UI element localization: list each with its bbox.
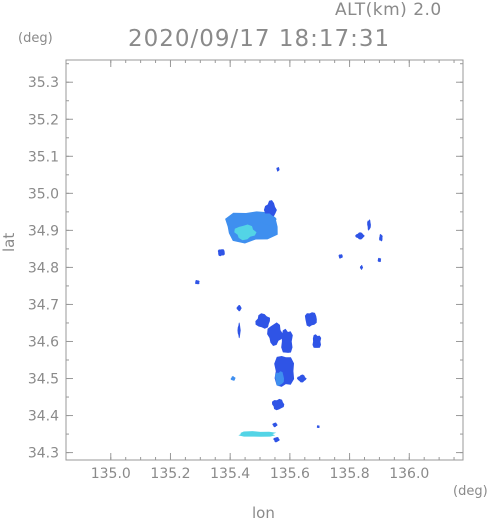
x-tick-label: 135.4 xyxy=(210,466,250,482)
y-tick-label: 35.3 xyxy=(28,75,59,91)
echo-cell-weak xyxy=(255,313,270,329)
echo-cell-weak xyxy=(273,437,280,443)
y-tick-label: 35.0 xyxy=(28,186,59,202)
y-tick-label: 34.8 xyxy=(28,260,59,276)
echo-cell-weak xyxy=(272,422,278,428)
y-tick-label: 35.1 xyxy=(28,149,59,165)
echo-cell-moderate xyxy=(230,376,236,381)
y-tick-label: 34.4 xyxy=(28,409,59,425)
echo-cell-weak xyxy=(267,322,284,346)
x-tick-label: 135.8 xyxy=(330,466,370,482)
plot-frame xyxy=(65,59,464,461)
echo-cell-strong xyxy=(238,431,277,437)
echo-cell-weak xyxy=(316,425,320,428)
x-tick-label: 136.0 xyxy=(389,466,429,482)
echo-cell-weak xyxy=(217,249,225,257)
echo-cell-weak xyxy=(367,219,371,231)
x-axis-label: lon xyxy=(252,504,275,522)
echo-cell-weak xyxy=(377,257,382,263)
axis-layer: 135.0 135.2 135.4 135.6 135.8 136.0 34.3 34.4 34… xyxy=(28,59,464,482)
y-tick-label: 34.6 xyxy=(28,334,59,350)
altitude-label: ALT(km) 2.0 xyxy=(335,0,442,20)
echo-cell-weak xyxy=(236,305,242,312)
y-tick-label: 34.3 xyxy=(28,446,59,462)
echo-cell-moderate xyxy=(257,213,277,226)
x-tick-label: 135.6 xyxy=(270,466,310,482)
echo-cell-weak xyxy=(304,312,317,327)
y-tick-label: 34.7 xyxy=(28,297,59,313)
x-axis-unit: (deg) xyxy=(453,484,488,499)
echo-layer xyxy=(195,167,383,443)
echo-cell-weak xyxy=(312,334,322,348)
y-tick-label: 34.9 xyxy=(28,223,59,239)
echo-cell-weak xyxy=(276,167,280,172)
echo-cell-weak xyxy=(355,232,365,240)
echo-cell-weak xyxy=(338,254,343,259)
echo-cell-weak xyxy=(296,374,307,383)
echo-cell-weak xyxy=(379,233,383,242)
y-tick-label: 35.2 xyxy=(28,112,59,128)
echo-cell-weak xyxy=(272,398,285,411)
echo-cell-weak xyxy=(195,280,200,285)
observation-datetime: 2020/09/17 18:17:31 xyxy=(128,26,391,52)
y-axis-unit: (deg) xyxy=(18,31,53,46)
echo-cell-strong xyxy=(234,224,257,241)
echo-cell-weak xyxy=(281,328,293,353)
echo-cell-moderate xyxy=(275,371,284,387)
echo-cell-weak xyxy=(237,322,241,339)
x-tick-label: 135.2 xyxy=(150,466,190,482)
y-tick-label: 34.5 xyxy=(28,372,59,388)
echo-cell-weak xyxy=(359,265,364,270)
x-tick-label: 135.0 xyxy=(91,466,131,482)
